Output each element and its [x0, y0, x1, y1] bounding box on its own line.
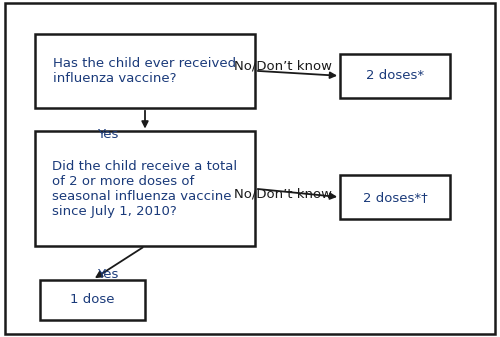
FancyBboxPatch shape [40, 280, 145, 320]
Text: 1 dose: 1 dose [70, 294, 115, 306]
FancyBboxPatch shape [35, 34, 255, 108]
Text: 2 doses*†: 2 doses*† [362, 191, 428, 204]
Text: Yes: Yes [97, 268, 118, 281]
Text: Has the child ever received
influenza vaccine?: Has the child ever received influenza va… [54, 57, 236, 85]
FancyBboxPatch shape [35, 131, 255, 246]
Text: No/Don’t know: No/Don’t know [234, 59, 332, 72]
FancyBboxPatch shape [5, 3, 495, 334]
FancyBboxPatch shape [340, 175, 450, 219]
Text: Yes: Yes [97, 128, 118, 141]
FancyBboxPatch shape [340, 54, 450, 98]
Text: No/Don’t know: No/Don’t know [234, 187, 332, 200]
Text: Did the child receive a total
of 2 or more doses of
seasonal influenza vaccine
s: Did the child receive a total of 2 or mo… [52, 160, 238, 218]
Text: 2 doses*: 2 doses* [366, 69, 424, 82]
